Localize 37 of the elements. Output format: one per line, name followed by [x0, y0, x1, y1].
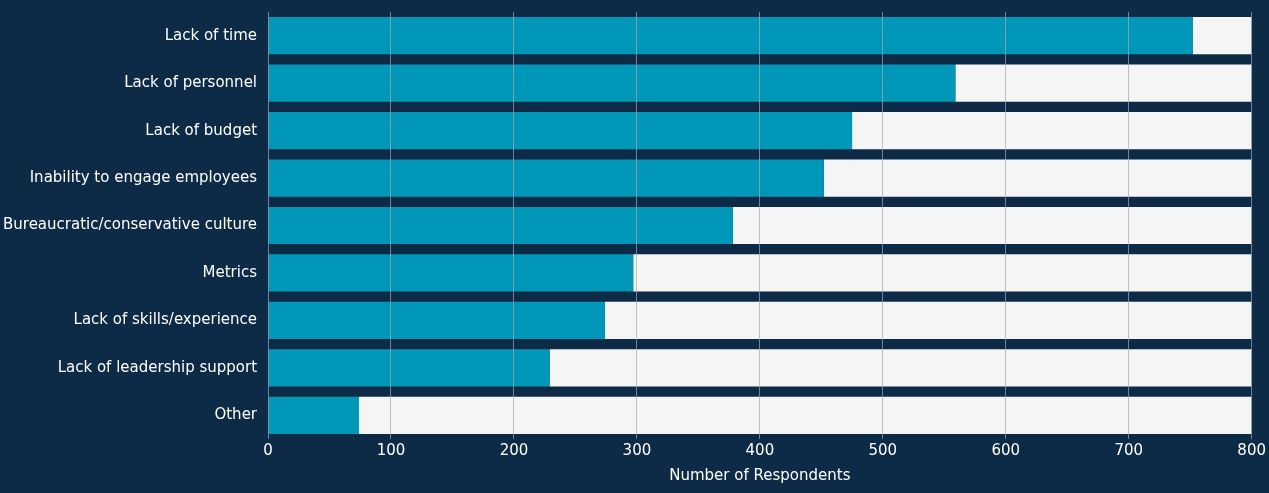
- y-tick-label: Lack of budget: [145, 120, 258, 139]
- y-tick-label: Inability to engage employees: [29, 167, 258, 186]
- bar: [268, 206, 733, 245]
- bar: [633, 254, 1252, 292]
- bar: [268, 396, 360, 434]
- bar: [549, 349, 1252, 387]
- y-tick-label: Lack of leadership support: [57, 357, 258, 376]
- bar: [732, 206, 1252, 245]
- bar: [268, 349, 550, 387]
- x-tick-label: 400: [745, 440, 775, 459]
- y-tick-label: Bureaucratic/conservative culture: [2, 215, 258, 234]
- bar: [268, 159, 824, 197]
- x-tick-label: 0: [263, 440, 273, 459]
- bar: [604, 301, 1252, 339]
- x-axis-title: Number of Respondents: [669, 465, 851, 484]
- bar: [268, 254, 634, 292]
- y-tick-label: Other: [214, 405, 258, 424]
- bar: [1192, 17, 1252, 55]
- y-tick-label: Metrics: [202, 262, 258, 281]
- bar: [359, 396, 1252, 434]
- x-tick-label: 600: [991, 440, 1021, 459]
- bar: [852, 112, 1252, 150]
- bar: [268, 17, 1193, 55]
- bar: [823, 159, 1252, 197]
- x-tick-label: 200: [499, 440, 529, 459]
- x-tick-label: 300: [622, 440, 652, 459]
- y-tick-label: Lack of skills/experience: [73, 310, 258, 329]
- y-tick-label: Lack of personnel: [124, 73, 258, 92]
- x-tick-label: 700: [1114, 440, 1144, 459]
- y-tick-label: Lack of time: [164, 25, 258, 44]
- x-tick-label: 800: [1237, 440, 1267, 459]
- bar: [955, 64, 1252, 102]
- bar: [268, 64, 956, 102]
- x-tick-label: 500: [868, 440, 898, 459]
- x-tick-label: 100: [376, 440, 406, 459]
- bar: [268, 112, 853, 150]
- bar: [268, 301, 605, 339]
